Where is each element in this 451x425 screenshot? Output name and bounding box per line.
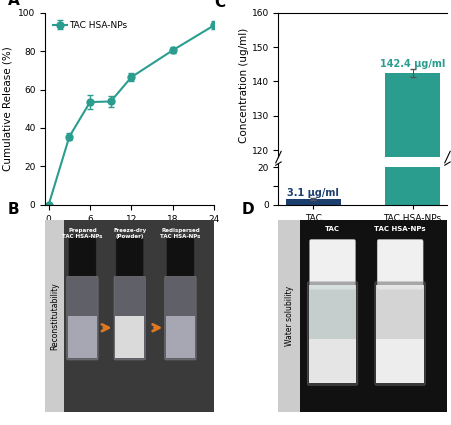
Bar	[285, 199, 340, 205]
Bar	[308, 286, 355, 339]
FancyBboxPatch shape	[166, 238, 194, 283]
Text: C: C	[214, 0, 225, 10]
Text: TAC HSA-NPs: TAC HSA-NPs	[373, 226, 425, 232]
Text: B: B	[8, 202, 19, 218]
FancyBboxPatch shape	[374, 282, 424, 385]
Bar	[376, 339, 423, 383]
FancyBboxPatch shape	[164, 276, 196, 360]
Text: Reconstitutability: Reconstitutability	[50, 282, 59, 350]
Text: 3.1 μg/ml: 3.1 μg/ml	[287, 188, 339, 198]
Text: Freeze-dry
(Powder): Freeze-dry (Powder)	[113, 228, 146, 239]
Text: D: D	[241, 202, 253, 218]
Bar	[64, 220, 214, 412]
FancyBboxPatch shape	[116, 238, 143, 283]
Bar	[376, 286, 423, 339]
FancyBboxPatch shape	[114, 276, 145, 360]
Bar	[278, 220, 300, 412]
Legend: TAC HSA-NPs: TAC HSA-NPs	[50, 17, 131, 34]
Bar	[166, 316, 194, 358]
Text: Redispersed
TAC HSA-NPs: Redispersed TAC HSA-NPs	[160, 228, 200, 239]
Bar	[45, 220, 64, 412]
Y-axis label: Concentration (ug/ml): Concentration (ug/ml)	[238, 27, 248, 142]
FancyBboxPatch shape	[376, 239, 422, 289]
Bar	[384, 73, 439, 425]
Text: A: A	[8, 0, 20, 8]
Bar	[308, 339, 355, 383]
Y-axis label: Cumulative Release (%): Cumulative Release (%)	[3, 46, 13, 171]
FancyBboxPatch shape	[69, 238, 96, 283]
Text: TAC: TAC	[324, 226, 339, 232]
FancyBboxPatch shape	[66, 276, 98, 360]
FancyBboxPatch shape	[309, 239, 355, 289]
Bar	[384, 167, 439, 205]
Text: Water solubility: Water solubility	[284, 286, 293, 346]
X-axis label: Time (h): Time (h)	[105, 229, 154, 239]
FancyBboxPatch shape	[307, 282, 357, 385]
Bar	[115, 316, 144, 358]
Bar	[68, 316, 97, 358]
Text: 142.4 μg/ml: 142.4 μg/ml	[379, 60, 444, 69]
Text: Prepared
TAC HSA-NPs: Prepared TAC HSA-NPs	[62, 228, 102, 239]
Bar	[300, 220, 446, 412]
